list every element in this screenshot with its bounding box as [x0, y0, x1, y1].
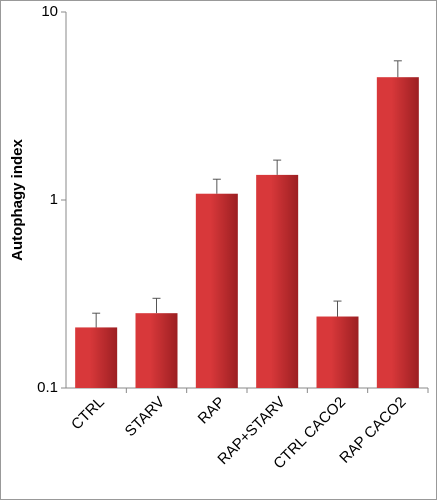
y-tick-label: 10: [41, 3, 58, 20]
y-tick-label: 1: [50, 191, 58, 208]
bar: [256, 174, 299, 388]
y-tick-label: 0.1: [37, 379, 58, 396]
y-axis-label: Autophagy index: [9, 139, 26, 261]
bar: [75, 327, 118, 388]
bar: [135, 313, 178, 388]
bar: [195, 193, 238, 388]
bar: [376, 77, 419, 388]
bar: [316, 316, 359, 388]
